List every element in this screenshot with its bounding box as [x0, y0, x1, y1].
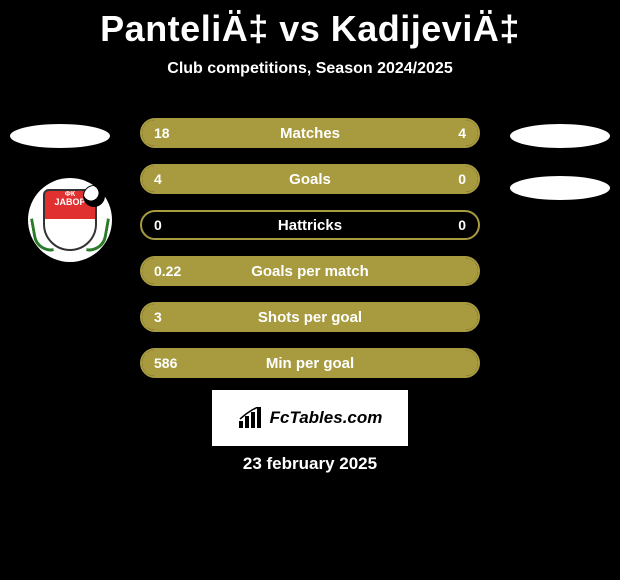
stat-label: Matches	[142, 125, 478, 142]
date-label: 23 february 2025	[0, 454, 620, 474]
stat-row: 0.22Goals per match	[140, 256, 480, 286]
stat-row: 40Goals	[140, 164, 480, 194]
player-right-placeholder	[510, 124, 610, 148]
stat-label: Min per goal	[142, 355, 478, 372]
club-left-logo: ФК JABOP	[28, 178, 112, 262]
watermark-text: FcTables.com	[270, 408, 383, 428]
club-right-placeholder	[510, 176, 610, 200]
stat-bars: 184Matches 40Goals 00Hattricks 0.22Goals pe…	[140, 118, 480, 394]
soccer-ball-icon	[83, 185, 105, 207]
stat-label: Shots per goal	[142, 309, 478, 326]
stat-row: 00Hattricks	[140, 210, 480, 240]
stat-row: 184Matches	[140, 118, 480, 148]
stat-label: Goals	[142, 171, 478, 188]
player-left-placeholder	[10, 124, 110, 148]
stat-row: 3Shots per goal	[140, 302, 480, 332]
stat-label: Goals per match	[142, 263, 478, 280]
watermark: FcTables.com	[212, 390, 408, 446]
bar-chart-icon	[238, 407, 264, 429]
page-subtitle: Club competitions, Season 2024/2025	[0, 60, 620, 78]
stat-row: 586Min per goal	[140, 348, 480, 378]
stat-label: Hattricks	[142, 217, 478, 234]
page-title: PanteliÄ‡ vs KadijeviÄ‡	[0, 0, 620, 50]
